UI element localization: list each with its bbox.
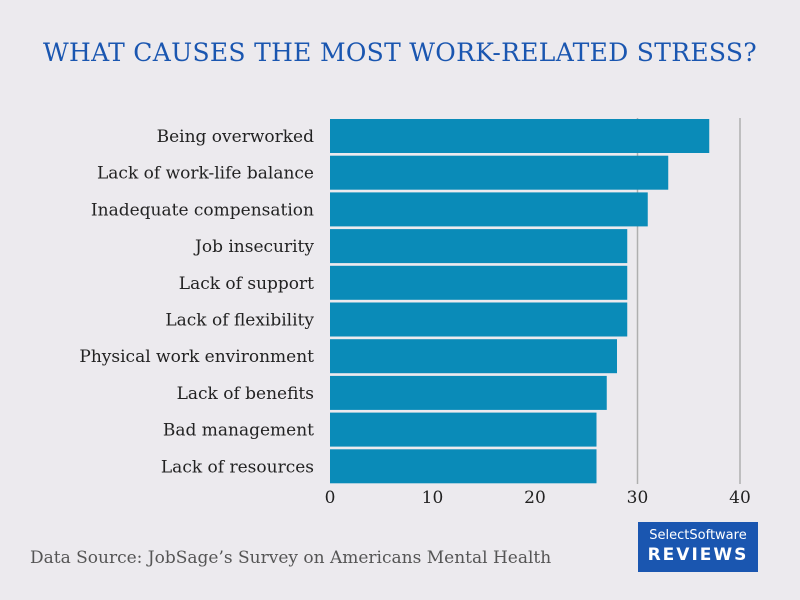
category-label: Lack of work-life balance — [97, 164, 314, 184]
bar-lack-of-work-life-balance — [330, 155, 669, 190]
x-tick-label-40: 40 — [729, 488, 751, 508]
x-tick-label-10: 10 — [422, 488, 444, 508]
bar-bad-management — [330, 412, 597, 447]
category-label: Job insecurity — [193, 237, 314, 257]
category-label: Lack of benefits — [177, 384, 314, 404]
category-label: Inadequate compensation — [91, 200, 314, 220]
bar-inadequate-compensation — [330, 192, 648, 227]
category-label: Bad management — [163, 421, 314, 441]
logo-line-2: REVIEWS — [647, 545, 749, 565]
selectsoftware-reviews-logo: SelectSoftware REVIEWS — [638, 522, 758, 572]
bar-job-insecurity — [330, 229, 628, 264]
category-label: Lack of support — [179, 274, 314, 294]
category-label: Physical work environment — [79, 347, 314, 367]
category-label: Being overworked — [157, 127, 315, 147]
category-label: Lack of flexibility — [165, 311, 314, 331]
bar-lack-of-resources — [330, 449, 597, 484]
x-tick-label-30: 30 — [627, 488, 649, 508]
chart-title: WHAT CAUSES THE MOST WORK-RELATED STRESS… — [42, 38, 757, 67]
category-label: Lack of resources — [161, 457, 314, 477]
bar-lack-of-benefits — [330, 375, 607, 410]
bar-physical-work-environment — [330, 339, 617, 374]
bar-lack-of-support — [330, 265, 628, 300]
x-tick-label-0: 0 — [325, 488, 336, 508]
bar-lack-of-flexibility — [330, 302, 628, 337]
bar-being-overworked — [330, 119, 710, 153]
logo-line-1: SelectSoftware — [649, 528, 747, 543]
x-tick-label-20: 20 — [524, 488, 546, 508]
data-source-note: Data Source: JobSage’s Survey on America… — [30, 548, 552, 568]
